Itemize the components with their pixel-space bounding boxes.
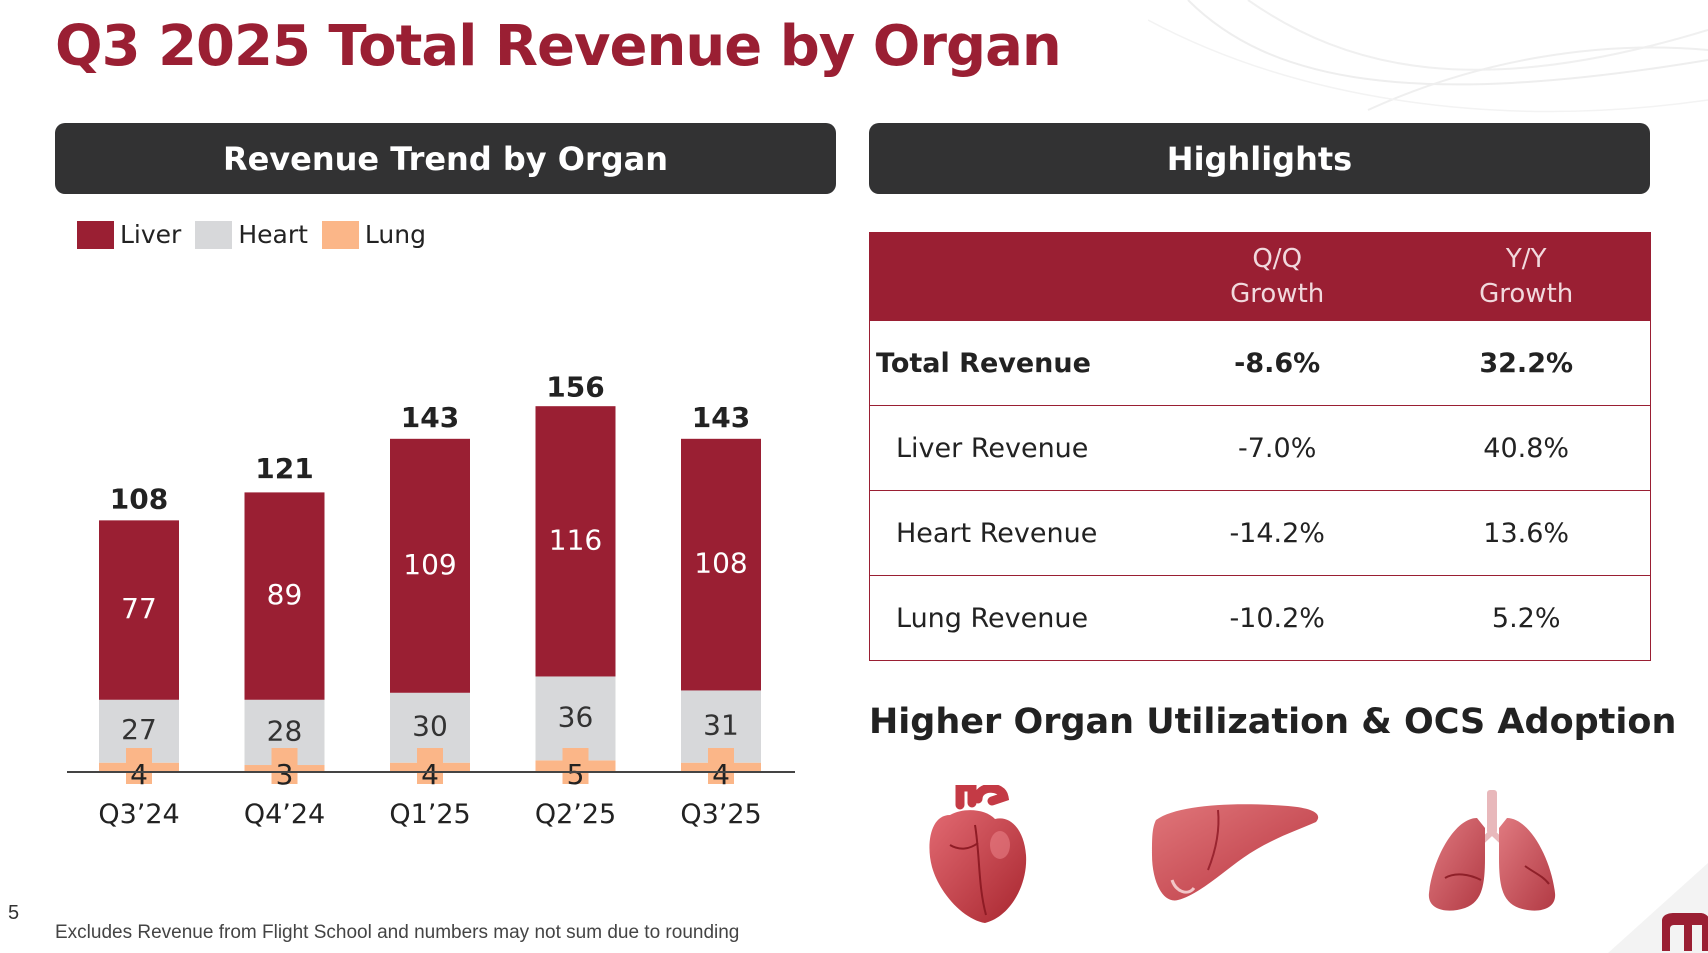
data-label-liver: 77 [121,592,157,625]
bar-segment-liver [244,492,325,700]
footnote: Excludes Revenue from Flight School and … [55,922,740,943]
x-tick-label: Q3’25 [680,799,761,830]
lungs-icon [1428,790,1556,911]
row-label: Lung Revenue [869,575,1152,661]
data-label-heart: 36 [558,700,594,733]
chart-panel-header: Revenue Trend by Organ [55,123,836,194]
background-swoosh-decoration [1148,0,1708,113]
data-label-lung: 4 [712,758,730,791]
utilization-heading: Higher Organ Utilization & OCS Adoption [869,702,1677,742]
data-label-total: 143 [692,401,750,434]
bar-segment-heart [535,676,616,761]
legend-item-liver: Liver [77,220,181,249]
col-header-yy-line1: Y/Y [1505,243,1547,274]
lung-label-box [708,748,734,784]
liver-icon [1152,804,1319,901]
col-header-qq: Q/Q Growth [1152,232,1403,321]
yy-growth-value: 40.8% [1402,405,1651,491]
data-label-lung: 3 [276,758,294,791]
data-label-liver: 116 [549,523,602,556]
qq-growth-value: -7.0% [1152,405,1403,491]
lung-label-box [417,748,443,784]
heart-icon [929,785,1027,923]
revenue-stacked-bar-chart: 4 27 77 108 Q3’24 3 28 89 121 Q4’24 4 30 109 143 Q1’25… [67,371,795,830]
highlights-table: Q/Q Growth Y/Y Growth Total Revenue -8.6… [869,232,1651,661]
col-header-yy: Y/Y Growth [1402,232,1651,321]
qq-growth-value: -8.6% [1152,320,1403,406]
table-row-total-revenue: Total Revenue -8.6% 32.2% [869,320,1651,406]
bar-segment-liver [390,438,470,693]
data-label-total: 121 [255,452,313,485]
yy-growth-value: 5.2% [1402,575,1651,661]
highlights-panel-header: Highlights [869,123,1650,194]
highlights-header-blank [869,232,1152,321]
col-header-yy-line2: Growth [1479,278,1574,309]
table-row-heart-revenue: Heart Revenue -14.2% 13.6% [869,490,1651,576]
lung-label-box [271,748,298,784]
row-label: Liver Revenue [869,405,1152,491]
chart-legend: Liver Heart Lung [77,220,426,249]
x-tick-label: Q4’24 [244,799,325,830]
page-number: 5 [8,902,20,924]
data-label-heart: 27 [121,713,157,746]
data-label-liver: 108 [694,547,747,580]
qq-growth-value: -14.2% [1152,490,1403,576]
x-tick-label: Q1’25 [389,799,470,830]
x-tick-label: Q2’25 [535,799,616,830]
legend-label-lung: Lung [364,220,426,249]
legend-label-heart: Heart [238,220,308,249]
yy-growth-value: 32.2% [1402,320,1651,406]
legend-swatch-lung [321,220,359,249]
company-logo-icon [1608,863,1708,953]
data-label-heart: 28 [267,714,303,747]
page-title: Q3 2025 Total Revenue by Organ [55,14,1062,79]
table-row-liver-revenue: Liver Revenue -7.0% 40.8% [869,405,1651,491]
x-tick-label: Q3’24 [98,799,179,830]
data-label-liver: 89 [267,578,303,611]
bar-segment-liver [99,520,179,700]
data-label-total: 156 [546,371,604,404]
legend-item-lung: Lung [321,220,426,249]
legend-swatch-liver [77,220,114,249]
legend-swatch-heart [195,220,233,249]
lung-label-box [126,748,152,784]
row-label: Total Revenue [869,320,1152,406]
bar-segment-liver [681,438,761,691]
lung-label-box [562,748,589,784]
data-label-lung: 4 [421,758,439,791]
bar-segment-liver [535,406,616,677]
data-label-heart: 31 [703,709,739,742]
data-label-total: 143 [401,401,459,434]
highlights-header-row: Q/Q Growth Y/Y Growth [869,232,1651,321]
data-label-total: 108 [110,482,168,515]
data-label-lung: 5 [567,758,585,791]
data-label-liver: 109 [403,548,456,581]
table-row-lung-revenue: Lung Revenue -10.2% 5.2% [869,575,1651,661]
qq-growth-value: -10.2% [1152,575,1403,661]
col-header-qq-line1: Q/Q [1252,243,1303,274]
row-label: Heart Revenue [869,490,1152,576]
legend-label-liver: Liver [120,220,182,249]
data-label-lung: 4 [130,758,148,791]
col-header-qq-line2: Growth [1230,278,1325,309]
yy-growth-value: 13.6% [1402,490,1651,576]
legend-item-heart: Heart [195,220,308,249]
data-label-heart: 30 [412,710,448,743]
